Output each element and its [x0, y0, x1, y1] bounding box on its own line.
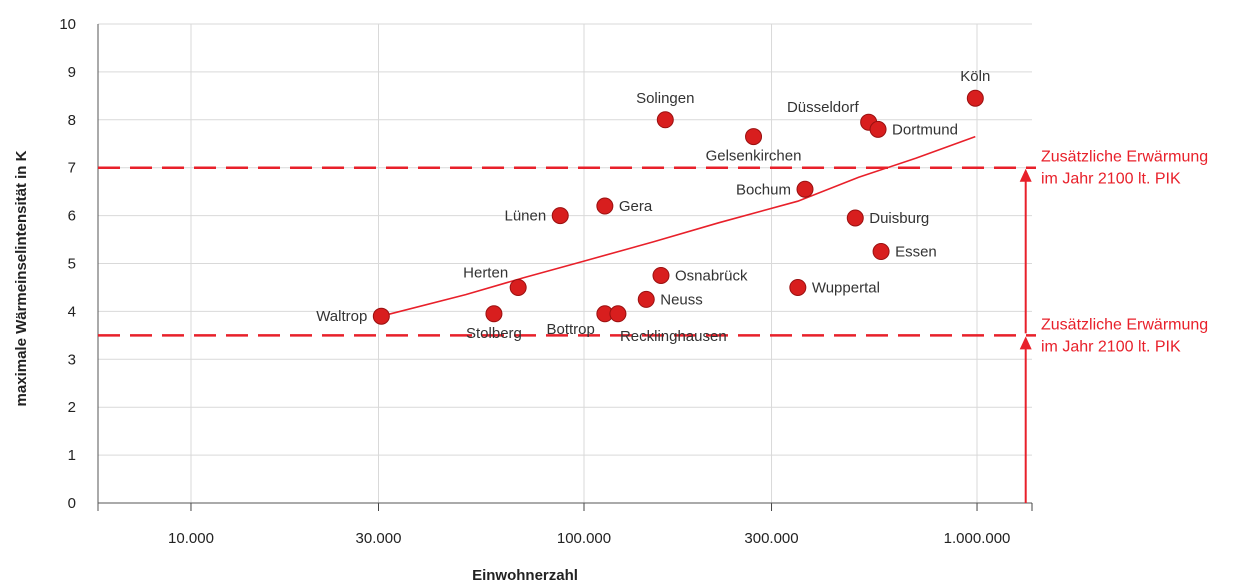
grid-lines [98, 23, 1032, 504]
data-points [372, 89, 984, 325]
x-tick-label: 30.000 [356, 530, 402, 547]
data-point [372, 307, 390, 325]
reference-label-line1: Zusätzliche Erwärmung [1041, 316, 1208, 333]
data-point [509, 278, 527, 296]
reference-label-line2: im Jahr 2100 lt. PIK [1041, 338, 1181, 355]
data-point [609, 305, 627, 323]
x-tick-label: 100.000 [557, 530, 611, 547]
point-label: Lünen [505, 208, 547, 225]
y-tick-label: 9 [68, 64, 76, 81]
y-axis-label: maximale Wärmeinselintensität in K [13, 150, 30, 406]
point-label: Düsseldorf [787, 99, 860, 116]
data-point [551, 207, 569, 225]
point-label: Solingen [636, 90, 694, 107]
data-point [596, 197, 614, 215]
data-point [485, 305, 503, 323]
x-tick-label: 300.000 [744, 530, 798, 547]
arrow-upper-head [1019, 168, 1032, 182]
data-point [869, 120, 887, 138]
x-axis-label: Einwohnerzahl [472, 567, 578, 584]
reference-label-line2: im Jahr 2100 lt. PIK [1041, 171, 1181, 188]
data-point [745, 128, 763, 146]
data-point [637, 290, 655, 308]
point-label: Dortmund [892, 121, 958, 138]
y-tick-label: 4 [68, 303, 76, 320]
point-label: Osnabrück [675, 267, 748, 284]
data-point [872, 243, 890, 261]
y-tick-label: 6 [68, 208, 76, 225]
reference-lines [98, 166, 1036, 337]
point-label: Neuss [660, 291, 703, 308]
reference-label-line1: Zusätzliche Erwärmung [1041, 149, 1208, 166]
y-tick-label: 10 [59, 16, 76, 33]
point-label: Gelsenkirchen [706, 148, 802, 165]
trendline-group [381, 135, 976, 317]
axes: 0 1 2 3 4 5 6 7 8 9 10 10.000 30.000 100.000 300.000 1.… [59, 16, 1033, 547]
data-point [652, 266, 670, 284]
y-tick-label: 0 [68, 495, 76, 512]
data-point [656, 111, 674, 129]
point-labels: Waltrop Stolberg Herten Lünen Gera Bottrop Rec… [316, 68, 990, 345]
trendline [381, 135, 976, 317]
point-label: Wuppertal [812, 279, 880, 296]
point-label: Gera [619, 198, 653, 215]
point-label: Bottrop [546, 321, 594, 338]
x-tick-label: 10.000 [168, 530, 214, 547]
arrow-lower-head [1019, 336, 1032, 350]
point-label: Waltrop [316, 308, 367, 325]
data-point [789, 278, 807, 296]
point-label: Recklinghausen [620, 328, 727, 345]
y-tick-label: 3 [68, 351, 76, 368]
y-tick-label: 8 [68, 112, 76, 129]
y-tick-label: 2 [68, 399, 76, 416]
data-point [846, 209, 864, 227]
point-label: Duisburg [869, 210, 929, 227]
point-label: Köln [960, 68, 990, 85]
data-point [966, 89, 984, 107]
point-label: Stolberg [466, 325, 522, 342]
point-label: Bochum [736, 181, 791, 198]
data-point [796, 180, 814, 198]
point-label: Essen [895, 244, 937, 261]
point-label: Herten [463, 264, 508, 281]
annotations: Zusätzliche Erwärmung im Jahr 2100 lt. PI… [1019, 149, 1208, 503]
y-tick-label: 5 [68, 256, 76, 273]
x-tick-label: 1.000.000 [944, 530, 1011, 547]
y-tick-label: 7 [68, 160, 76, 177]
y-tick-label: 1 [68, 447, 76, 464]
